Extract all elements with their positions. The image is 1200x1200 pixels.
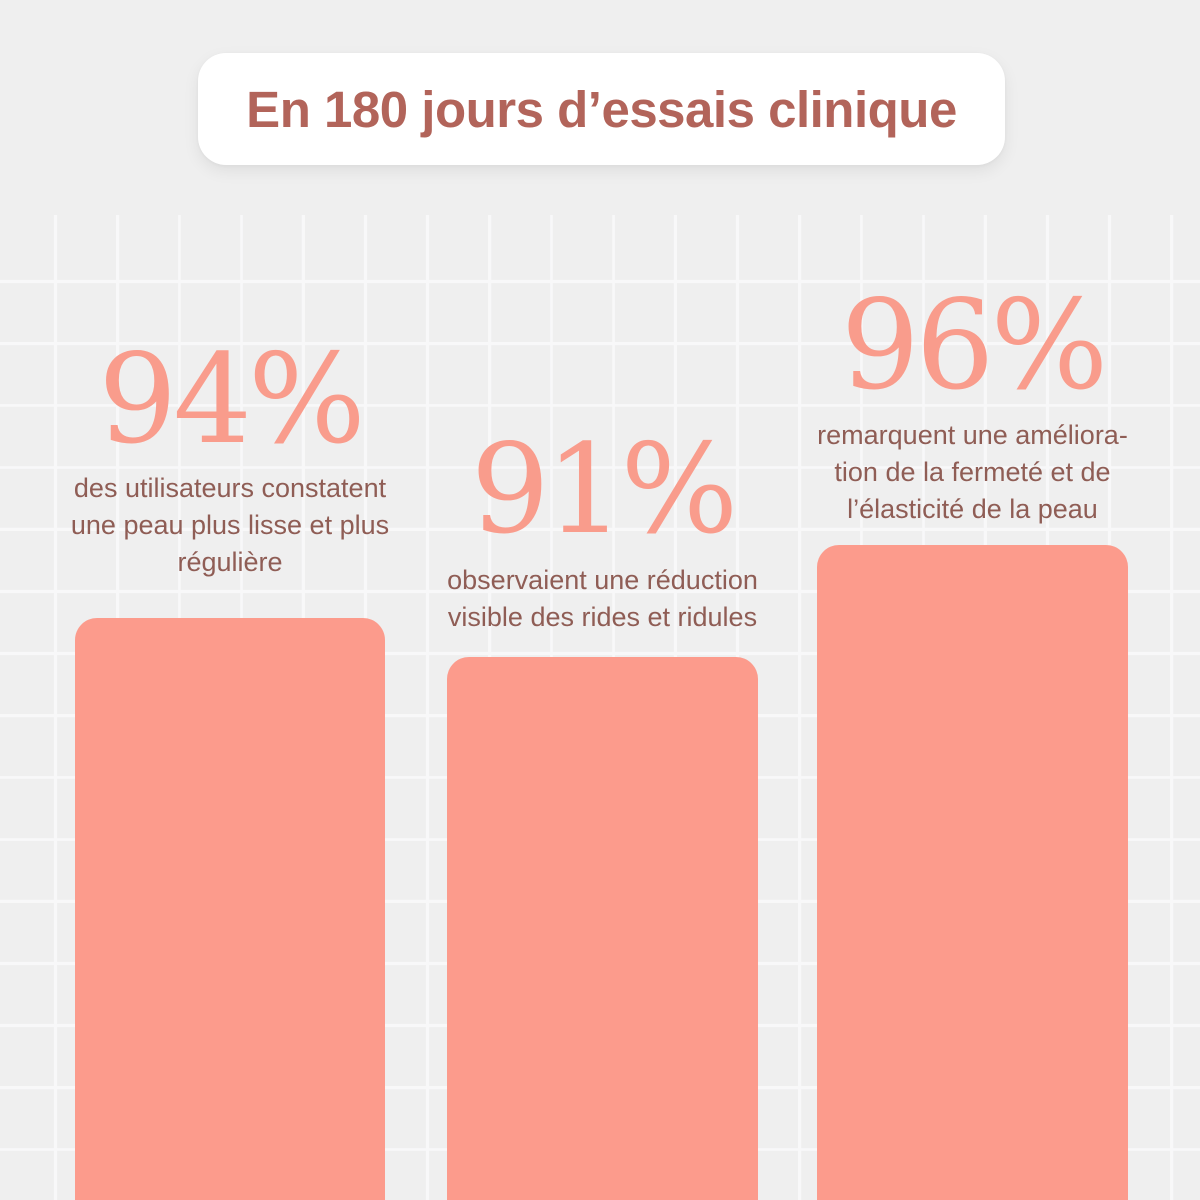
stat-value-2: 91% — [470, 418, 739, 562]
stat-value-1: 94% — [98, 328, 366, 472]
stat-description-1: des utilisateurs constatent une peau plu… — [70, 473, 390, 577]
stat-description-3: remarquent une améliora- tion de la ferm… — [817, 420, 1128, 524]
bar-91-percent — [447, 657, 758, 1200]
stat-value-3: 96% — [840, 274, 1109, 418]
title-card: En 180 jours d’essais clinique — [198, 53, 1005, 165]
bar-94-percent — [75, 618, 385, 1200]
page-title: En 180 jours d’essais clinique — [246, 80, 957, 138]
stat-description-2: observaient une réduction visible des ri… — [447, 565, 758, 632]
bar-96-percent — [817, 545, 1128, 1200]
